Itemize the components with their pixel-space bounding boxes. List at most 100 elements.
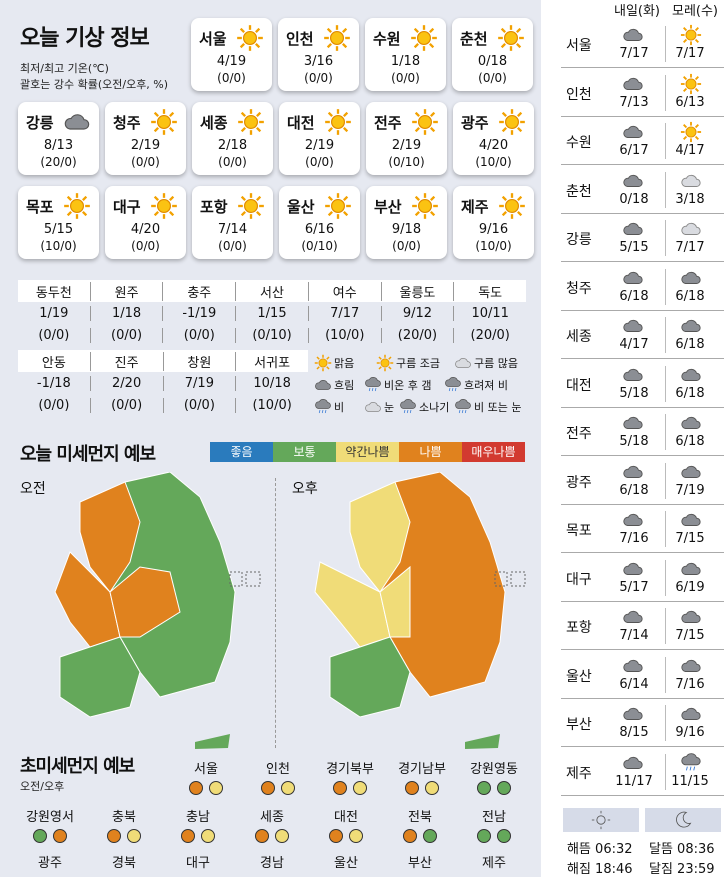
header-tomorrow: 내일(화) (613, 4, 661, 19)
cloud-icon (679, 412, 703, 434)
grid-temp: 10/11 (471, 305, 509, 321)
forecast-city: 광주 (566, 474, 592, 491)
forecast-temp-tomorrow: 5/18 (619, 385, 649, 401)
city-name: 대전 (287, 114, 315, 132)
forecast-city: 춘천 (566, 183, 592, 200)
forecast-temp-dayafter: 6/18 (675, 288, 705, 304)
city-name: 전주 (374, 114, 402, 132)
forecast-temp-tomorrow: 7/17 (619, 46, 649, 61)
cloud-icon (679, 509, 703, 531)
dot-am (403, 829, 417, 843)
fine-region: 부산 (408, 856, 432, 871)
cloud-icon (621, 509, 645, 531)
dot-pm (127, 875, 141, 889)
forecast-temp-tomorrow: 5/18 (619, 434, 649, 449)
header-dayafter: 모레(수) (671, 4, 719, 19)
grid-city: 창원 (164, 351, 237, 371)
grid-extra-2: 안동 진주 창원 서귀포 -1/18 2/20 7/19 10/18 (0/0) (0/0) (0/… (18, 350, 308, 416)
city-card: 춘천 0/18 (0/0) (452, 18, 533, 91)
fine-region: 경기북부 (326, 762, 374, 777)
forecast-temp-tomorrow: 6/17 (619, 143, 649, 158)
grid-temp: 1/18 (91, 305, 164, 321)
forecast-city: 울산 (566, 668, 592, 685)
dot-am (107, 829, 121, 843)
fine-region: 경기남부 (398, 762, 446, 777)
fine-item: 제주 (458, 852, 530, 889)
city-prob: (0/0) (392, 239, 421, 253)
fine-region: 경남 (260, 856, 284, 871)
city-card: 수원 1/18 (0/0) (365, 18, 446, 91)
scale-item: 보통 (273, 442, 336, 462)
forecast-temp-dayafter: 7/19 (675, 482, 705, 498)
left-panel: 오늘 기상 정보 최저/최고 기온(℃) 괄호는 강수 확률(오전/오후, %)… (0, 0, 541, 877)
raincloud-icon (679, 752, 703, 774)
cloud-icon (621, 267, 645, 289)
forecast-row: 전주 5/18 6/18 (561, 408, 724, 456)
city-prob: (0/10) (301, 239, 338, 253)
dust-map-pm (314, 472, 526, 749)
forecast-temp-dayafter: 6/18 (675, 434, 705, 449)
fine-region: 제주 (482, 856, 506, 871)
grid-prob: (0/0) (18, 327, 91, 343)
cloud-icon (621, 24, 645, 46)
sun-icon (411, 108, 439, 136)
forecast-city: 수원 (566, 135, 592, 151)
forecast-city: 청주 (566, 280, 592, 297)
fine-item: 울산 (310, 852, 382, 889)
city-card: 대전 2/19 (0/0) (279, 102, 360, 175)
dot-am (189, 781, 203, 795)
moonset: 달짐 23:59 (649, 862, 715, 877)
grid-prob: (20/0) (382, 327, 455, 343)
city-prob: (0/0) (304, 71, 333, 85)
fine-item: 세종 (236, 806, 308, 843)
cloud-icon (621, 170, 645, 192)
grid-city: 여수 (309, 281, 382, 301)
city-card: 서울 4/19 (0/0) (191, 18, 272, 91)
lightcloud-icon (679, 218, 703, 240)
forecast-temp-tomorrow: 5/17 (619, 579, 649, 595)
dot-am (329, 829, 343, 843)
fine-item: 강원영서 (14, 806, 86, 843)
forecast-row: 인천 7/13 6/13 (561, 68, 724, 117)
fine-item: 대전 (310, 806, 382, 843)
forecast-city: 대전 (566, 377, 592, 394)
dot-pm (53, 829, 67, 843)
dust-scale: 좋음 보통 약간나쁨 나쁨 매우나쁨 (210, 442, 525, 462)
dot-am (477, 829, 491, 843)
grid-prob: (0/0) (163, 327, 237, 343)
fine-region: 서울 (194, 762, 218, 777)
forecast-temp-tomorrow: 5/15 (619, 240, 649, 255)
grid-temp: -1/18 (18, 375, 91, 391)
grid-prob: (0/0) (91, 397, 164, 413)
dot-pm (349, 829, 363, 843)
lightcloud-icon (679, 170, 703, 192)
scale-item: 약간나쁨 (336, 442, 399, 462)
grid-temp: 9/12 (382, 305, 455, 321)
dot-am (405, 781, 419, 795)
fine-item: 전북 (384, 806, 456, 843)
grid-city: 서귀포 (254, 355, 291, 371)
city-name: 세종 (200, 114, 228, 132)
fine-item: 경남 (236, 852, 308, 889)
fine-item: 부산 (384, 852, 456, 889)
fine-item: 강원영동 (458, 758, 530, 795)
grid-city: 안동 (18, 351, 91, 371)
sun-icon (410, 24, 438, 52)
forecast-temp-tomorrow: 11/17 (615, 773, 653, 789)
city-prob: (0/0) (131, 239, 160, 253)
sun-icon (324, 192, 352, 220)
cloud-icon (679, 315, 703, 337)
fine-item: 서울 (170, 758, 242, 795)
forecast-temp-dayafter: 9/16 (675, 725, 705, 740)
dot-am (33, 829, 47, 843)
forecast-row: 서울 7/17 7/17 (561, 20, 724, 68)
note-temp: 최저/최고 기온(℃) (20, 62, 109, 75)
dot-pm (353, 781, 367, 795)
moon-icon (645, 808, 721, 832)
fine-region: 전남 (482, 810, 506, 825)
dot-pm (425, 781, 439, 795)
forecast-row: 춘천 0/18 3/18 (561, 165, 724, 214)
cloud-icon (679, 606, 703, 628)
legend-item: 흐림 (314, 376, 354, 394)
sun-icon (497, 24, 525, 52)
